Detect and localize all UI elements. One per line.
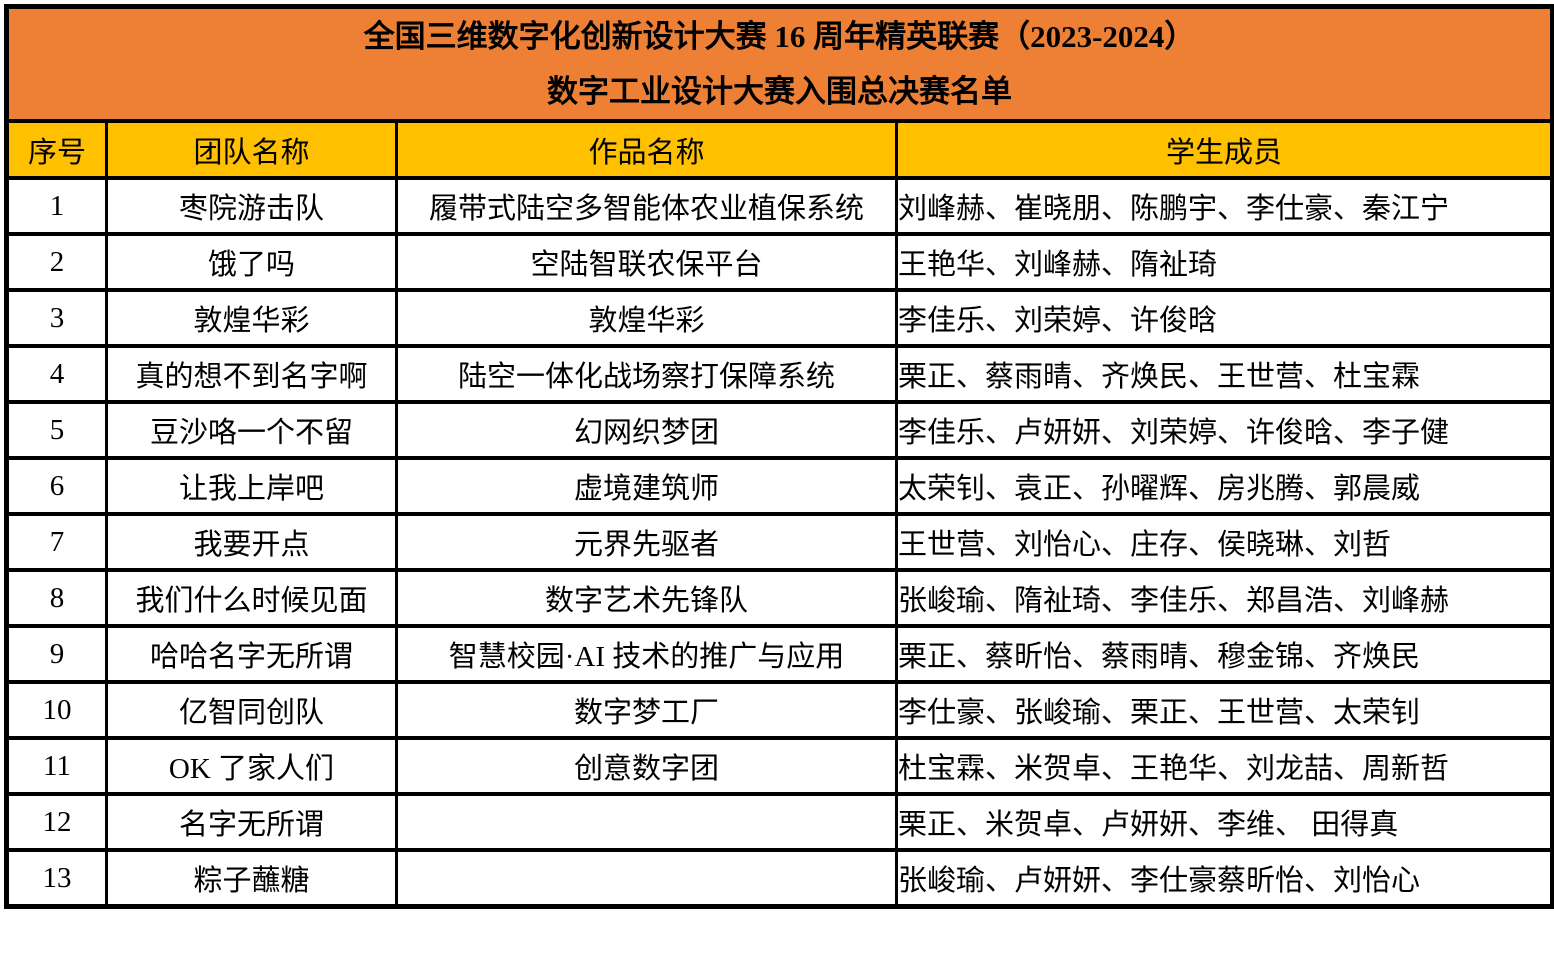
column-header-work: 作品名称 [395,119,898,180]
cell-members-list: 张峻瑜、隋祉琦、李佳乐、郑昌浩、刘峰赫 [894,568,1554,628]
cell-members-list: 王世营、刘怡心、庄存、侯晓琳、刘哲 [894,512,1554,572]
cell-team-name: 名字无所谓 [105,792,398,852]
cell-row-number: 13 [5,848,108,909]
cell-members-list: 杜宝霖、米贺卓、王艳华、刘龙喆、周新哲 [894,736,1554,796]
cell-members-list: 张峻瑜、卢妍妍、李仕豪蔡昕怡、刘怡心 [894,848,1554,909]
table-row: 9 哈哈名字无所谓 智慧校园·AI 技术的推广与应用 栗正、蔡昕怡、蔡雨晴、穆金… [5,624,1554,684]
cell-team-name: 哈哈名字无所谓 [105,624,398,684]
cell-team-name: 真的想不到名字啊 [105,344,398,404]
cell-team-name: 亿智同创队 [105,680,398,740]
cell-work-name: 智慧校园·AI 技术的推广与应用 [395,624,898,684]
table-row: 7 我要开点 元界先驱者 王世营、刘怡心、庄存、侯晓琳、刘哲 [5,512,1554,572]
cell-team-name: OK 了家人们 [105,736,398,796]
cell-team-name: 豆沙咯一个不留 [105,400,398,460]
table-body: 1 枣院游击队 履带式陆空多智能体农业植保系统 刘峰赫、崔晓朋、陈鹏宇、李仕豪、… [5,176,1554,909]
column-header-no: 序号 [5,119,108,180]
cell-row-number: 5 [5,400,108,460]
cell-members-list: 太荣钊、袁正、孙曜辉、房兆腾、郭晨威 [894,456,1554,516]
cell-work-name [395,848,898,909]
cell-work-name: 陆空一体化战场察打保障系统 [395,344,898,404]
table-row: 11 OK 了家人们 创意数字团 杜宝霖、米贺卓、王艳华、刘龙喆、周新哲 [5,736,1554,796]
cell-team-name: 枣院游击队 [105,176,398,236]
table-row: 13 粽子蘸糖 张峻瑜、卢妍妍、李仕豪蔡昕怡、刘怡心 [5,848,1554,909]
cell-work-name: 元界先驱者 [395,512,898,572]
table-row: 2 饿了吗 空陆智联农保平台 王艳华、刘峰赫、隋祉琦 [5,232,1554,292]
cell-team-name: 饿了吗 [105,232,398,292]
cell-team-name: 让我上岸吧 [105,456,398,516]
table-row: 10 亿智同创队 数字梦工厂 李仕豪、张峻瑜、栗正、王世营、太荣钊 [5,680,1554,740]
cell-work-name: 履带式陆空多智能体农业植保系统 [395,176,898,236]
cell-row-number: 8 [5,568,108,628]
title-row: 全国三维数字化创新设计大赛 16 周年精英联赛（2023-2024） 数字工业设… [4,4,1554,123]
finalist-table: 全国三维数字化创新设计大赛 16 周年精英联赛（2023-2024） 数字工业设… [4,4,1554,909]
cell-members-list: 刘峰赫、崔晓朋、陈鹏宇、李仕豪、秦江宁 [894,176,1554,236]
cell-row-number: 10 [5,680,108,740]
title-line-1: 全国三维数字化创新设计大赛 16 周年精英联赛（2023-2024） [363,19,1196,54]
column-header-row: 序号 团队名称 作品名称 学生成员 [5,119,1554,180]
cell-work-name [395,792,898,852]
table-row: 6 让我上岸吧 虚境建筑师 太荣钊、袁正、孙曜辉、房兆腾、郭晨威 [5,456,1554,516]
cell-members-list: 栗正、蔡雨晴、齐焕民、王世营、杜宝霖 [894,344,1554,404]
cell-members-list: 栗正、蔡昕怡、蔡雨晴、穆金锦、齐焕民 [894,624,1554,684]
table-row: 5 豆沙咯一个不留 幻网织梦团 李佳乐、卢妍妍、刘荣婷、许俊晗、李子健 [5,400,1554,460]
cell-work-name: 虚境建筑师 [395,456,898,516]
cell-row-number: 2 [5,232,108,292]
cell-members-list: 李佳乐、卢妍妍、刘荣婷、许俊晗、李子健 [894,400,1554,460]
title-line-2: 数字工业设计大赛入围总决赛名单 [547,74,1012,109]
cell-work-name: 空陆智联农保平台 [395,232,898,292]
table-row: 1 枣院游击队 履带式陆空多智能体农业植保系统 刘峰赫、崔晓朋、陈鹏宇、李仕豪、… [5,176,1554,236]
cell-members-list: 李仕豪、张峻瑜、栗正、王世营、太荣钊 [894,680,1554,740]
table-title: 全国三维数字化创新设计大赛 16 周年精英联赛（2023-2024） 数字工业设… [4,4,1554,123]
cell-team-name: 粽子蘸糖 [105,848,398,909]
cell-team-name: 敦煌华彩 [105,288,398,348]
column-header-members: 学生成员 [894,119,1554,180]
cell-work-name: 数字艺术先锋队 [395,568,898,628]
cell-team-name: 我们什么时候见面 [105,568,398,628]
cell-row-number: 7 [5,512,108,572]
table-row: 4 真的想不到名字啊 陆空一体化战场察打保障系统 栗正、蔡雨晴、齐焕民、王世营、… [5,344,1554,404]
cell-work-name: 幻网织梦团 [395,400,898,460]
cell-row-number: 4 [5,344,108,404]
cell-row-number: 9 [5,624,108,684]
cell-row-number: 6 [5,456,108,516]
cell-work-name: 敦煌华彩 [395,288,898,348]
column-header-team: 团队名称 [105,119,398,180]
table-row: 8 我们什么时候见面 数字艺术先锋队 张峻瑜、隋祉琦、李佳乐、郑昌浩、刘峰赫 [5,568,1554,628]
cell-team-name: 我要开点 [105,512,398,572]
cell-row-number: 3 [5,288,108,348]
cell-work-name: 创意数字团 [395,736,898,796]
table-row: 3 敦煌华彩 敦煌华彩 李佳乐、刘荣婷、许俊晗 [5,288,1554,348]
cell-row-number: 12 [5,792,108,852]
table-row: 12 名字无所谓 栗正、米贺卓、卢妍妍、李维、 田得真 [5,792,1554,852]
cell-members-list: 栗正、米贺卓、卢妍妍、李维、 田得真 [894,792,1554,852]
cell-row-number: 1 [5,176,108,236]
cell-members-list: 王艳华、刘峰赫、隋祉琦 [894,232,1554,292]
cell-members-list: 李佳乐、刘荣婷、许俊晗 [894,288,1554,348]
cell-work-name: 数字梦工厂 [395,680,898,740]
cell-row-number: 11 [5,736,108,796]
